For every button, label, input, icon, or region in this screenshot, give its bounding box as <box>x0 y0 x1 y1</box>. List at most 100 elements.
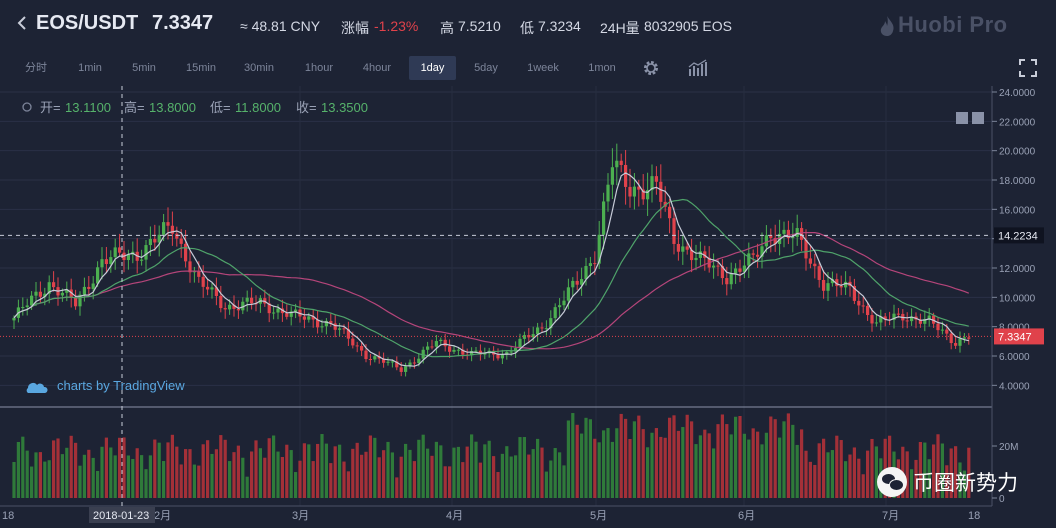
volume-bar <box>104 437 108 498</box>
volume-bar <box>624 418 628 498</box>
candle-body <box>179 238 183 244</box>
volume-bar <box>342 461 346 498</box>
candle-body <box>184 243 188 262</box>
volume-bar <box>822 438 826 498</box>
interval-tab-5[interactable]: 1hour <box>304 62 334 74</box>
volume-bar <box>738 415 742 498</box>
volume-bar <box>461 462 465 498</box>
interval-tab-7[interactable]: 1day <box>409 56 456 80</box>
interval-tab-4[interactable]: 30min <box>244 62 274 74</box>
candle-body <box>716 265 720 267</box>
candle-body <box>918 319 922 324</box>
volume-bar <box>192 464 196 498</box>
cny-value: ≈ 48.81 CNY <box>240 18 321 34</box>
candle-body <box>795 228 799 237</box>
interval-tab-3[interactable]: 15min <box>186 62 216 74</box>
interval-tab-6[interactable]: 4hour <box>362 62 392 74</box>
volume-bar <box>492 456 496 498</box>
volume-bar <box>324 443 328 498</box>
volume-bar <box>927 459 931 498</box>
candle-body <box>619 160 623 165</box>
candle-body <box>232 304 236 309</box>
candle-body <box>104 259 108 265</box>
price-chart[interactable]: 24.000022.000020.000018.000016.000014.00… <box>0 86 1056 528</box>
interval-tab-2[interactable]: 5min <box>132 62 156 74</box>
candle-body <box>659 181 663 202</box>
interval-tab-8[interactable]: 5day <box>474 62 498 74</box>
interval-tab-0[interactable]: 分时 <box>25 62 47 74</box>
candle-body <box>496 354 500 359</box>
volume-bar <box>245 476 249 498</box>
high-label: 高 <box>440 20 454 36</box>
volume-bar <box>311 461 315 498</box>
interval-tab-9[interactable]: 1week <box>527 62 559 74</box>
candle-body <box>553 307 557 319</box>
gear-icon[interactable] <box>642 59 660 77</box>
download-icon[interactable] <box>956 112 968 124</box>
volume-bar <box>694 444 698 498</box>
ohlc-open-label: 开= <box>40 100 61 115</box>
watermark: 币圈新势力 <box>877 462 1018 502</box>
price-tick-label: 10.0000 <box>999 293 1036 304</box>
candle-body <box>958 338 962 346</box>
candle-body <box>668 206 672 219</box>
candle-body <box>448 346 452 352</box>
candle-body <box>698 251 702 258</box>
volume-bar <box>562 465 566 498</box>
time-tick-label: 7月 <box>882 510 899 522</box>
candle-body <box>355 345 359 347</box>
candle-body <box>910 316 914 322</box>
candle-body <box>34 291 38 296</box>
candle-body <box>474 350 478 352</box>
candle-body <box>408 362 412 367</box>
time-tick-label: 18 <box>2 510 14 522</box>
candle-body <box>562 300 566 306</box>
time-tick-label: 5月 <box>590 510 607 522</box>
volume-bar <box>25 450 29 498</box>
ma-long-line <box>13 232 970 350</box>
candle-body <box>118 247 122 253</box>
eye-icon[interactable] <box>22 102 32 112</box>
candle-body <box>584 266 588 280</box>
ohlc-close-label: 收= <box>296 100 317 115</box>
volume-bar <box>685 414 689 498</box>
candle-body <box>148 238 152 246</box>
candle-body <box>786 229 790 239</box>
volume-bar <box>250 451 254 498</box>
candle-body <box>874 322 878 324</box>
volume-bar <box>100 446 104 498</box>
upload-icon[interactable] <box>972 112 984 124</box>
interval-tab-10[interactable]: 1mon <box>588 62 616 74</box>
volume-bar <box>756 431 760 498</box>
price-tick-label: 18.0000 <box>999 176 1036 187</box>
volume-bar <box>707 433 711 498</box>
volume-bar <box>817 443 821 498</box>
ohlc-open: 13.1100 <box>65 100 111 115</box>
volume-bar <box>496 472 500 498</box>
candle-body <box>430 346 434 348</box>
candles <box>12 143 971 377</box>
ohlc-legend: 开= 13.1100 高= 13.8000 低= 11.8000 收= 13.3… <box>22 100 368 115</box>
candle-body <box>782 229 786 234</box>
volume-bar <box>584 417 588 498</box>
volume-bar <box>769 416 773 498</box>
pair-name: EOS/USDT <box>36 12 139 34</box>
candle-body <box>382 358 386 363</box>
candle-body <box>747 253 751 266</box>
expand-icon[interactable] <box>1018 58 1038 78</box>
volume-bar <box>826 452 830 498</box>
volume-bar <box>791 424 795 498</box>
chart-bars-icon[interactable] <box>688 59 708 77</box>
interval-tab-1[interactable]: 1min <box>78 62 102 74</box>
volume-bar <box>368 435 372 498</box>
volume-bar <box>118 437 122 498</box>
volume-value: 8032905 EOS <box>644 18 732 34</box>
back-arrow-icon[interactable] <box>14 15 30 31</box>
candle-body <box>82 286 86 295</box>
volume-bar <box>166 442 170 498</box>
candle-body <box>78 294 82 307</box>
cloud-icon <box>26 383 48 393</box>
candle-body <box>597 234 601 264</box>
volume-bar <box>474 441 478 498</box>
candle-body <box>575 280 579 285</box>
